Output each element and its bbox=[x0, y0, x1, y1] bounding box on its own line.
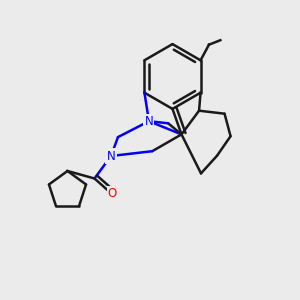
Text: N: N bbox=[106, 149, 116, 163]
Text: N: N bbox=[145, 115, 153, 128]
Text: O: O bbox=[108, 187, 117, 200]
